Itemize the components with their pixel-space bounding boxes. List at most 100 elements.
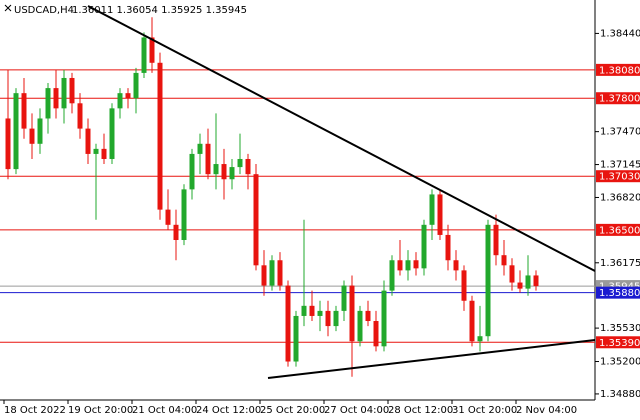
candle-body [173, 224, 179, 240]
candle-body [453, 260, 459, 271]
chart-title: USDCAD,H4 [14, 5, 74, 16]
candle-body [29, 128, 35, 144]
candle-body [533, 275, 539, 287]
candle-body [309, 305, 315, 316]
candle-body [445, 234, 451, 261]
candle-body [485, 224, 491, 337]
candle-body [341, 285, 347, 311]
candle-body [157, 62, 163, 210]
y-tick-label: 1.34880 [600, 389, 640, 400]
price-level-label: 1.37030 [599, 172, 640, 183]
candle-body [477, 336, 483, 342]
candle-body [493, 224, 499, 256]
candle-body [45, 88, 51, 119]
candle-body [413, 260, 419, 269]
x-tick-label: 31 Oct 20:00 [452, 405, 517, 416]
candle-body [5, 118, 11, 170]
candle-body [181, 189, 187, 240]
candle-body [37, 118, 43, 144]
y-tick-label: 1.37470 [600, 127, 640, 138]
candle-body [229, 167, 235, 180]
candle-body [245, 158, 251, 175]
candle-body [373, 321, 379, 347]
x-tick-label: 19 Oct 20:00 [68, 405, 133, 416]
candle-body [325, 310, 331, 327]
candle-body [301, 305, 307, 316]
candle-body [93, 148, 99, 154]
candles [5, 17, 539, 377]
candle-body [509, 265, 515, 283]
y-tick-label: 1.38440 [600, 28, 640, 39]
candle-body [317, 310, 323, 316]
y-tick-label: 1.37145 [600, 160, 640, 171]
candle-body [189, 153, 195, 190]
candle-body [253, 174, 259, 266]
price-level-tag [596, 223, 640, 236]
candle-body [365, 310, 371, 322]
candle-body [285, 285, 291, 362]
candle-body [525, 275, 531, 289]
price-level-label: 1.36500 [599, 225, 640, 236]
x-tick-label: 21 Oct 04:00 [132, 405, 197, 416]
candle-body [149, 37, 155, 63]
y-tick-label: 1.35530 [600, 323, 640, 334]
candle-body [389, 260, 395, 291]
price-level-label: 1.35390 [599, 338, 640, 349]
price-level-tag [596, 63, 640, 76]
candle-body [429, 194, 435, 225]
price-level-label: 1.38080 [599, 65, 640, 76]
candle-body [85, 128, 91, 154]
candle-body [293, 315, 299, 362]
candle-body [357, 310, 363, 342]
resistance-trendline [87, 5, 596, 272]
candle-body [437, 194, 443, 235]
ohlc-header: 1.36011 1.36054 1.35925 1.35945 [72, 5, 247, 16]
candle-body [333, 310, 339, 327]
candle-body [197, 143, 203, 154]
x-tick-label: 2 Nov 04:00 [516, 405, 577, 416]
header-icon [4, 4, 12, 12]
candle-body [277, 260, 283, 286]
candle-body [397, 260, 403, 271]
price-level-tag [596, 336, 640, 349]
candle-body [61, 77, 67, 109]
candle-body [261, 265, 267, 286]
candle-body [13, 93, 19, 170]
price-level-tag [596, 286, 640, 299]
candle-body [69, 77, 75, 104]
candle-body [517, 282, 523, 289]
candle-body [141, 37, 147, 73]
price-level-tag [596, 170, 640, 183]
x-tick-label: 28 Oct 12:00 [388, 405, 453, 416]
candle-body [405, 260, 411, 271]
candle-body [469, 300, 475, 342]
axis-labels: 1.38440 1.37470 1.37145 1.36820 1.36175 1.355… [3, 28, 640, 416]
y-tick-label: 1.36820 [600, 192, 640, 203]
candle-body [165, 209, 171, 225]
support-trendline [267, 339, 596, 379]
candle-body [109, 108, 115, 159]
candle-body [133, 72, 139, 99]
price-level-tag [596, 92, 640, 105]
y-tick-label: 1.35200 [600, 357, 640, 368]
candle-body [221, 164, 227, 180]
candle-body [205, 143, 211, 175]
candle-body [421, 224, 427, 269]
x-tick-label: 25 Oct 20:00 [260, 405, 325, 416]
candle-body [501, 255, 507, 266]
x-tick-label: 18 Oct 2022 [4, 405, 66, 416]
price-level-label: 1.35880 [599, 288, 640, 299]
candle-body [349, 285, 355, 342]
candle-body [237, 158, 243, 168]
candle-body [117, 93, 123, 109]
x-tick-label: 27 Oct 04:00 [324, 405, 389, 416]
candle-body [461, 270, 467, 301]
x-tick-label: 24 Oct 12:00 [196, 405, 261, 416]
candle-body [101, 148, 107, 159]
candle-body [53, 88, 59, 109]
candle-body [381, 290, 387, 347]
price-level-label: 1.37800 [599, 94, 640, 105]
candle-body [125, 93, 131, 99]
candle-body [21, 93, 27, 129]
